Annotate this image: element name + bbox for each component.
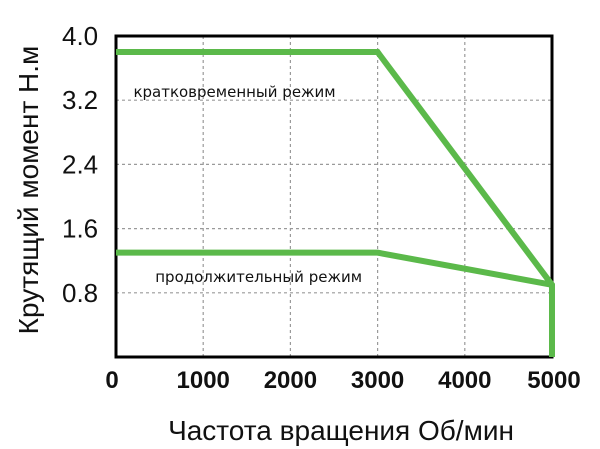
y-tick-label: 4.0 — [62, 21, 98, 51]
x-tick-label: 3000 — [351, 367, 404, 394]
x-tick-label: 4000 — [438, 367, 491, 394]
x-tick-label: 1000 — [177, 367, 230, 394]
annotation-label-0: кратковременный режим — [133, 83, 335, 101]
y-tick-label: 0.8 — [62, 278, 98, 308]
y-tick-label: 1.6 — [62, 214, 98, 244]
y-tick-labels: 0.8 1.6 2.4 3.2 4.0 — [62, 21, 98, 308]
series-group — [116, 49, 555, 357]
x-axis-label: Частота вращения Об/мин — [168, 415, 514, 446]
series-line-0 — [116, 49, 555, 357]
x-tick-label: 5000 — [527, 367, 580, 394]
y-axis-label: Крутящий момент Н.м — [13, 46, 44, 335]
y-tick-label: 3.2 — [62, 85, 98, 115]
x-tick-label: 2000 — [264, 367, 317, 394]
annotation-label-1: продолжительный режим — [155, 268, 362, 286]
y-tick-label: 2.4 — [62, 149, 98, 179]
grid-lines — [116, 36, 552, 357]
x-tick-label: 0 — [105, 367, 118, 394]
series-line-1 — [116, 249, 553, 288]
plot-frame — [114, 34, 554, 359]
annotations: кратковременный режим продолжительный реж… — [133, 83, 362, 286]
x-tick-labels: 0 1000 2000 3000 4000 5000 — [105, 367, 580, 394]
